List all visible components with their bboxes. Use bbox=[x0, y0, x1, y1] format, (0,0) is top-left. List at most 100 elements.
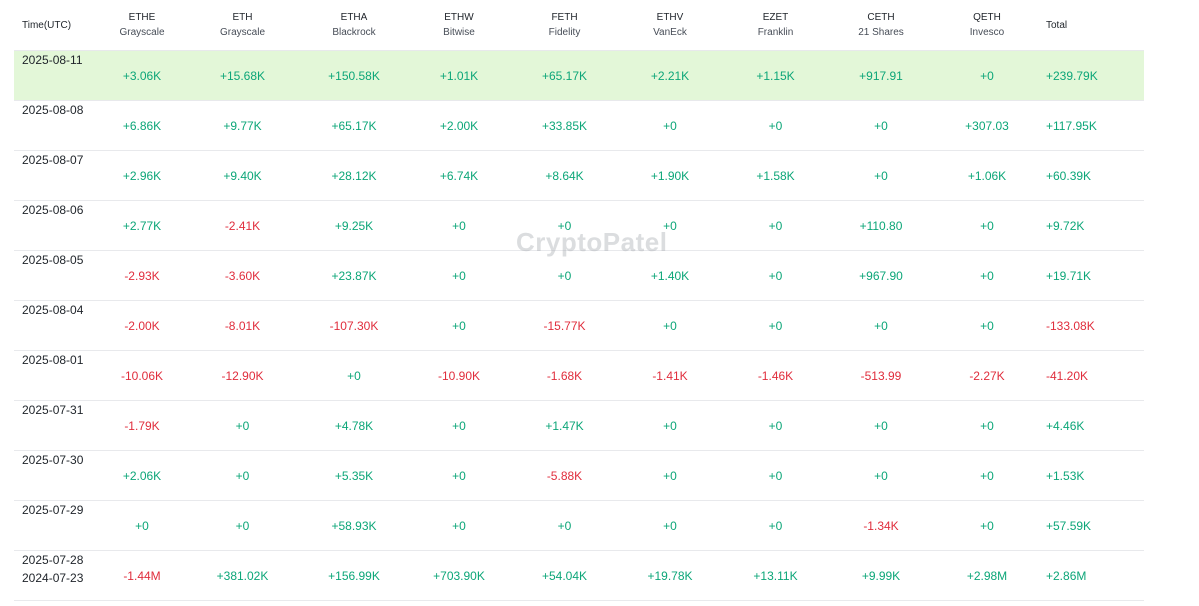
flow-value-cell: +19.78K bbox=[647, 568, 693, 583]
flow-value-cell: +1.01K bbox=[439, 68, 479, 83]
date-cell: 2025-08-01 bbox=[14, 351, 98, 400]
flow-value-cell: +0 bbox=[980, 518, 994, 533]
table-row[interactable]: 2025-08-07 +2.96K +9.40K +28.12K +6.74K +8.64… bbox=[14, 151, 1144, 201]
flow-value-cell: +1.15K bbox=[756, 68, 795, 83]
date-text: 2025-07-29 bbox=[22, 503, 84, 517]
flow-value-cell: +8.64K bbox=[545, 168, 584, 183]
flow-value-cell: +65.17K bbox=[541, 68, 588, 83]
fund-issuer: Grayscale bbox=[219, 27, 265, 38]
date-text: 2025-08-07 bbox=[22, 153, 84, 167]
fund-ticker: ETHW bbox=[444, 12, 474, 23]
fund-ticker: ETHV bbox=[656, 12, 684, 23]
flow-value-cell: +0 bbox=[980, 68, 994, 83]
column-header-ethe[interactable]: ETHE Grayscale bbox=[98, 0, 186, 50]
fund-ticker: ETH bbox=[232, 12, 253, 23]
table-row[interactable]: 2025-07-30 +2.06K +0 +5.35K +0 -5.88K +0 +0 +0 +0… bbox=[14, 451, 1144, 501]
total-value-cell: +117.95K bbox=[1046, 118, 1097, 133]
flow-value-cell: -5.88K bbox=[546, 468, 583, 483]
column-header-qeth[interactable]: QETH Invesco bbox=[931, 0, 1043, 50]
total-value-cell: +9.72K bbox=[1046, 218, 1085, 233]
flow-value-cell: -3.60K bbox=[224, 268, 261, 283]
flow-value-cell: +0 bbox=[663, 518, 677, 533]
flow-value-cell: +0 bbox=[452, 518, 466, 533]
fund-ticker: QETH bbox=[973, 12, 1001, 23]
flow-value-cell: -15.77K bbox=[543, 318, 586, 333]
flow-value-cell: +0 bbox=[557, 518, 572, 533]
flow-value-cell: +0 bbox=[874, 168, 888, 183]
flow-value-cell: +4.78K bbox=[334, 418, 374, 433]
date-cell: 2025-08-04 bbox=[14, 301, 98, 350]
flow-value-cell: -1.46K bbox=[757, 368, 794, 383]
total-value-cell: +239.79K bbox=[1046, 68, 1098, 83]
table-row[interactable]: 2025-08-04 -2.00K -8.01K -107.30K +0 -15.77K +… bbox=[14, 301, 1144, 351]
flow-value-cell: +1.58K bbox=[756, 168, 795, 183]
fund-ticker: ETHE bbox=[128, 12, 156, 23]
date-text: 2025-08-01 bbox=[22, 353, 84, 367]
flow-value-cell: +6.74K bbox=[439, 168, 479, 183]
table-row[interactable]: 2025-08-01 -10.06K -12.90K +0 -10.90K -1.68K -… bbox=[14, 351, 1144, 401]
date-cell: 2025-08-06 bbox=[14, 201, 98, 250]
flow-value-cell: +0 bbox=[768, 468, 783, 483]
flow-value-cell: +110.80 bbox=[859, 218, 903, 233]
flow-value-cell: +0 bbox=[663, 418, 677, 433]
flow-value-cell: -1.41K bbox=[652, 368, 688, 383]
column-header-eth[interactable]: ETH Grayscale bbox=[186, 0, 299, 50]
flow-value-cell: +0 bbox=[874, 418, 888, 433]
flow-value-cell: +0 bbox=[235, 418, 250, 433]
flow-value-cell: +9.25K bbox=[334, 218, 374, 233]
flow-value-cell: +1.40K bbox=[650, 268, 690, 283]
flow-value-cell: +2.96K bbox=[122, 168, 162, 183]
flow-value-cell: +54.04K bbox=[541, 568, 588, 583]
total-column-header[interactable]: Total bbox=[1046, 19, 1068, 31]
flow-value-cell: +13.11K bbox=[753, 568, 798, 583]
total-value-cell: +19.71K bbox=[1046, 268, 1092, 283]
flow-value-cell: +2.77K bbox=[122, 218, 162, 233]
flow-value-cell: +0 bbox=[980, 268, 994, 283]
flow-value-cell: +0 bbox=[768, 218, 783, 233]
flow-value-cell: +0 bbox=[557, 218, 572, 233]
time-column-header[interactable]: Time(UTC) bbox=[22, 19, 72, 31]
flow-value-cell: +0 bbox=[663, 218, 677, 233]
total-value-cell: +4.46K bbox=[1046, 418, 1085, 433]
flow-value-cell: +0 bbox=[768, 118, 783, 133]
flow-value-cell: +9.40K bbox=[223, 168, 262, 183]
table-row[interactable]: 2025-07-31 -1.79K +0 +4.78K +0 +1.47K +0 +0 +0 +0… bbox=[14, 401, 1144, 451]
flow-value-cell: -10.90K bbox=[437, 368, 481, 383]
flow-value-cell: +150.58K bbox=[328, 68, 380, 83]
column-header-ethw[interactable]: ETHW Bitwise bbox=[409, 0, 509, 50]
table-row[interactable]: 2025-08-06 +2.77K -2.41K +9.25K +0 +0 +0 +0 +110… bbox=[14, 201, 1144, 251]
flow-value-cell: -1.44M bbox=[123, 568, 161, 583]
date-text: 2025-08-04 bbox=[22, 303, 84, 317]
date-cell: 2025-08-08 bbox=[14, 101, 98, 150]
table-row[interactable]: 2025-07-28 2024-07-23 -1.44M +381.02K +156.9… bbox=[14, 551, 1144, 601]
date-text: 2025-08-11 bbox=[22, 53, 83, 67]
column-header-ethv[interactable]: ETHV VanEck bbox=[620, 0, 720, 50]
table-row[interactable]: 2025-08-08 +6.86K +9.77K +65.17K +2.00K +33.8… bbox=[14, 101, 1144, 151]
flow-value-cell: +15.68K bbox=[219, 68, 266, 83]
flow-value-cell: +0 bbox=[768, 518, 783, 533]
date-text: 2025-07-30 bbox=[22, 453, 84, 467]
etf-flows-table: Time(UTC) ETHE Grayscale ETH Grayscale E… bbox=[14, 0, 1144, 601]
date-range-end-text: 2024-07-23 bbox=[22, 571, 84, 585]
date-cell: 2025-07-29 bbox=[14, 501, 98, 550]
flow-value-cell: +0 bbox=[235, 518, 250, 533]
column-header-etha[interactable]: ETHA Blackrock bbox=[299, 0, 409, 50]
table-row[interactable]: 2025-08-11 +3.06K +15.68K +150.58K +1.01K +65… bbox=[14, 51, 1144, 101]
column-header-ceth[interactable]: CETH 21 Shares bbox=[831, 0, 931, 50]
fund-issuer: Grayscale bbox=[119, 27, 165, 38]
flow-value-cell: +33.85K bbox=[541, 118, 588, 133]
flow-value-cell: +1.06K bbox=[967, 168, 1007, 183]
flow-value-cell: +2.00K bbox=[439, 118, 479, 133]
table-row[interactable]: 2025-07-29 +0 +0 +58.93K +0 +0 +0 +0 -1.34K +0 +57… bbox=[14, 501, 1144, 551]
table-row[interactable]: 2025-08-05 -2.93K -3.60K +23.87K +0 +0 +1.40K +… bbox=[14, 251, 1144, 301]
column-header-ezet[interactable]: EZET Franklin bbox=[720, 0, 831, 50]
flow-value-cell: +28.12K bbox=[331, 168, 377, 183]
date-cell: 2025-08-07 bbox=[14, 151, 98, 200]
date-text: 2025-08-08 bbox=[22, 103, 84, 117]
flow-value-cell: +0 bbox=[768, 418, 783, 433]
flow-value-cell: +0 bbox=[663, 318, 677, 333]
column-header-feth[interactable]: FETH Fidelity bbox=[509, 0, 620, 50]
flow-value-cell: +381.02K bbox=[216, 568, 269, 583]
flow-value-cell: +307.03 bbox=[965, 118, 1009, 133]
flow-value-cell: +917.91 bbox=[859, 68, 903, 83]
